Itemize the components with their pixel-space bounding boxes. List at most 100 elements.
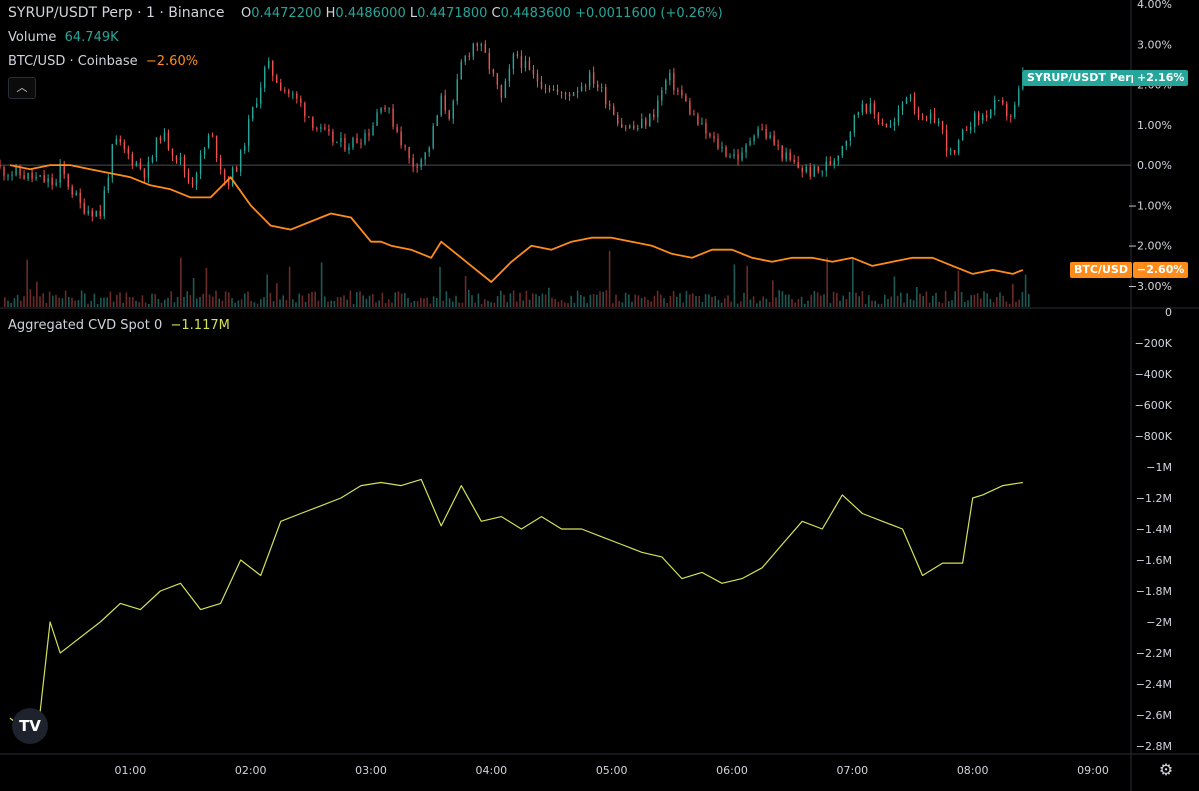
volume-bar [589, 294, 592, 307]
candle-body [941, 121, 944, 131]
volume-bar [429, 303, 432, 307]
volume-bar [1002, 295, 1004, 307]
cvd-label[interactable]: Aggregated CVD Spot 0 [8, 318, 163, 333]
cvd-y-tick-label: −600K [1135, 399, 1173, 412]
volume-bar [986, 293, 988, 307]
candle-body [689, 101, 691, 115]
volume-bar [7, 300, 9, 307]
volume-bar [608, 250, 611, 307]
candle-body [669, 72, 671, 81]
volume-bar [951, 300, 953, 307]
compare-value: −2.60% [145, 54, 199, 69]
candle-body [765, 129, 767, 138]
candle-body [1014, 104, 1016, 117]
volume-bar [212, 296, 214, 307]
volume-bar [970, 295, 972, 307]
volume-bar [352, 304, 355, 307]
volume-bar [407, 298, 409, 307]
volume-legend: Volume 64.749K [8, 30, 119, 46]
volume-bar [570, 295, 572, 307]
candle-body [368, 133, 370, 136]
candle-body [288, 90, 290, 94]
volume-bar [288, 266, 291, 307]
volume-bar [676, 296, 678, 307]
volume-bar [874, 300, 876, 307]
volume-bar [768, 302, 771, 307]
candle-body [99, 210, 101, 217]
tradingview-logo[interactable]: TV [12, 708, 48, 744]
volume-label[interactable]: Volume [8, 30, 57, 45]
volume-bar [295, 302, 297, 307]
volume-bar [628, 294, 630, 307]
candle-body [191, 182, 194, 185]
symbol-title[interactable]: SYRUP/USDT Perp · 1 · Binance [8, 5, 225, 21]
volume-bar [324, 296, 326, 307]
cvd-value: −1.117M [170, 318, 230, 333]
volume-bar [132, 297, 134, 307]
candle-body [292, 93, 294, 95]
volume-bar [423, 298, 425, 307]
volume-bar [170, 291, 172, 307]
volume-bar [861, 291, 864, 307]
candle-body [256, 103, 258, 107]
volume-bar [948, 301, 950, 307]
volume-bar [279, 299, 281, 307]
volume-bar [189, 295, 192, 307]
candle-body [296, 93, 298, 99]
cvd-y-tick-label: −1.6M [1136, 554, 1172, 567]
volume-bar [900, 292, 902, 307]
candle-body [821, 170, 823, 172]
volume-bar [112, 301, 115, 307]
volume-bar [688, 294, 691, 307]
y-tick-label: −3.00% [1128, 280, 1172, 293]
candle-body [43, 175, 45, 183]
candle-body [785, 152, 787, 160]
candle-body [332, 131, 334, 143]
candle-body [7, 175, 9, 177]
candle-body [512, 54, 515, 69]
volume-bar [234, 302, 236, 307]
volume-bar [192, 278, 195, 307]
volume-bar [413, 300, 416, 307]
volume-bar [144, 302, 147, 307]
volume-bar [938, 301, 940, 307]
volume-bar [71, 297, 73, 307]
volume-bar [807, 300, 809, 307]
candle-body [39, 175, 41, 177]
candle-body [572, 92, 575, 97]
cvd-series-line[interactable] [9, 478, 1023, 735]
candle-body [729, 156, 731, 158]
volume-bar [896, 295, 899, 307]
candle-body [925, 118, 928, 120]
volume-bar [461, 302, 464, 307]
volume-bar [762, 296, 764, 307]
volume-bar [580, 295, 582, 307]
volume-bar [231, 298, 233, 307]
volume-bar [404, 293, 406, 307]
volume-bar [157, 299, 160, 307]
gear-icon[interactable]: ⚙ [1158, 760, 1174, 779]
volume-bar [701, 302, 704, 307]
volume-bar [618, 301, 620, 307]
volume-bar [448, 298, 451, 307]
cvd-y-tick-label: −800K [1135, 430, 1173, 443]
volume-bar [845, 299, 848, 307]
candle-body [356, 137, 358, 144]
volume-bar [567, 303, 569, 307]
volume-bar [13, 298, 16, 307]
collapse-legend-button[interactable]: ︿ [8, 77, 36, 99]
volume-bar [880, 303, 883, 307]
candle-body [805, 166, 807, 172]
candle-body [139, 162, 142, 169]
volume-bar [445, 291, 448, 307]
volume-bar [522, 300, 524, 307]
compare-label[interactable]: BTC/USD · Coinbase [8, 54, 138, 69]
btc-usd-series-line[interactable] [9, 164, 1024, 283]
volume-bar [679, 293, 681, 307]
candle-body [789, 152, 791, 161]
candle-body [685, 95, 687, 102]
candle-body [95, 210, 97, 217]
volume-bar [77, 300, 80, 307]
candle-body [268, 60, 270, 68]
